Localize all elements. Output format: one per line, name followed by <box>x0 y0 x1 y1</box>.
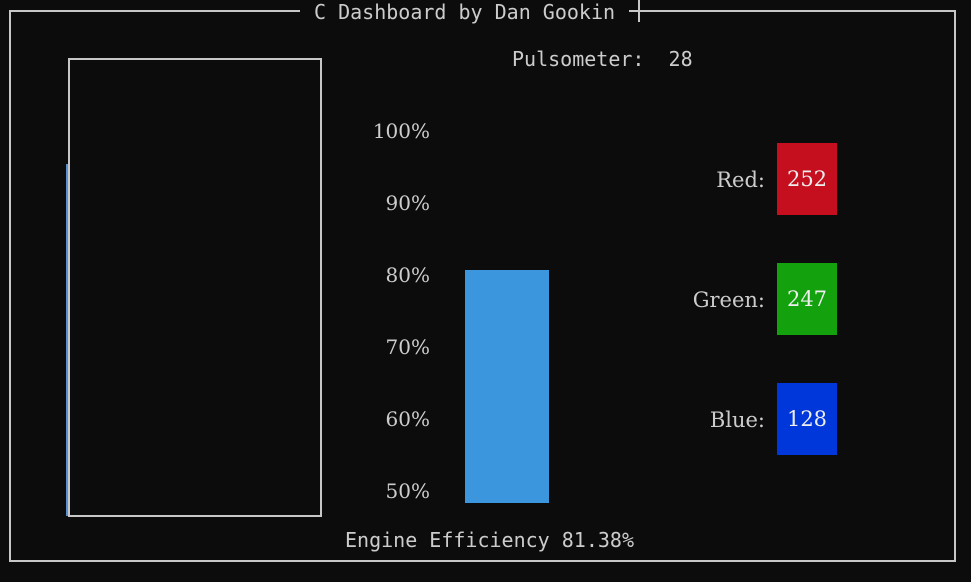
efficiency-caption: Engine Efficiency 81.38% <box>345 528 634 552</box>
pulsometer-trace <box>66 164 68 516</box>
efficiency-tick-50: 50% <box>385 479 430 503</box>
efficiency-tick-100: 100% <box>372 119 430 143</box>
pulsometer-graph <box>68 58 322 517</box>
blue-swatch: 128 <box>777 383 837 455</box>
blue-label: Blue: <box>709 408 765 432</box>
green-label: Green: <box>692 288 765 312</box>
efficiency-tick-70: 70% <box>385 335 430 359</box>
efficiency-tick-80: 80% <box>385 263 430 287</box>
efficiency-bar <box>465 270 549 503</box>
title-right-bracket <box>638 0 647 22</box>
red-swatch: 252 <box>777 143 837 215</box>
efficiency-tick-60: 60% <box>385 407 430 431</box>
efficiency-tick-90: 90% <box>385 191 430 215</box>
green-swatch: 247 <box>777 263 837 335</box>
pulsometer-readout: Pulsometer: 28 <box>512 47 693 71</box>
dashboard-title: C Dashboard by Dan Gookin <box>300 0 630 25</box>
red-label: Red: <box>716 168 765 192</box>
